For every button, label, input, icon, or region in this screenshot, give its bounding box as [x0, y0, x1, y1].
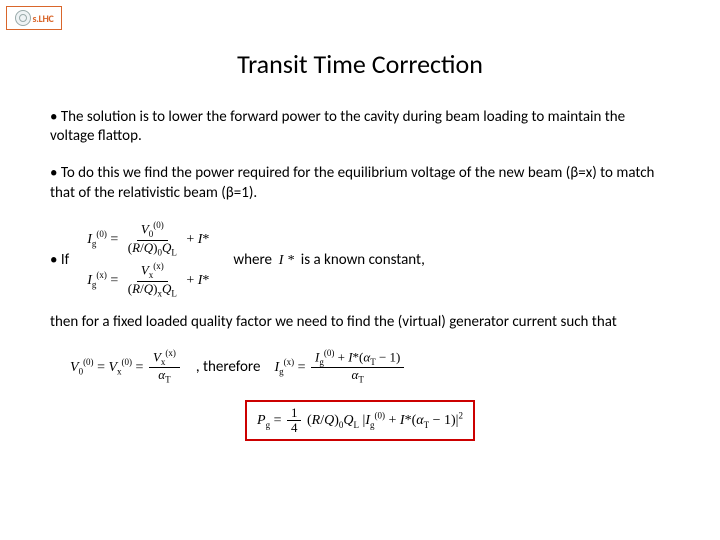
if-equation-row: • If Ig(0) = V0(0) (R/Q)0QL + I* Ig(x) =…	[50, 221, 670, 300]
paragraph-2: then for a fixed loaded quality factor w…	[50, 313, 670, 332]
eq-igx-result: Ig(x) = Ig(0) + I*(αT − 1) αT	[274, 349, 406, 386]
boxed-equation-row: Pg = 1 4 (R/Q)0QL |Ig(0) + I*(αT − 1)|2	[50, 400, 670, 442]
bullet-2: • To do this we find the power required …	[50, 164, 670, 202]
where-prefix: where	[233, 251, 272, 269]
where-suffix: is a known constant,	[301, 251, 425, 269]
eq-v0-vx: V0(0) = Vx(0) = Vx(x) αT	[70, 349, 182, 386]
eq-pg-boxed: Pg = 1 4 (R/Q)0QL |Ig(0) + I*(αT − 1)|2	[245, 400, 475, 442]
therefore-label: , therefore	[196, 358, 261, 376]
page-title: Transit Time Correction	[50, 48, 670, 80]
ig-equation-stack: Ig(0) = V0(0) (R/Q)0QL + I* Ig(x) = Vx(x…	[87, 221, 209, 300]
eq-ig0: Ig(0) = V0(0) (R/Q)0QL + I*	[87, 221, 209, 258]
therefore-row: V0(0) = Vx(0) = Vx(x) αT , therefore Ig(…	[70, 349, 670, 386]
slide-body: Transit Time Correction • The solution i…	[0, 0, 720, 461]
where-text: where I * is a known constant,	[233, 251, 424, 269]
if-label: • If	[50, 251, 69, 269]
bullet-1: • The solution is to lower the forward p…	[50, 108, 670, 146]
eq-igx: Ig(x) = Vx(x) (R/Q)xQL + I*	[87, 262, 209, 299]
istar-symbol: I *	[279, 253, 294, 268]
